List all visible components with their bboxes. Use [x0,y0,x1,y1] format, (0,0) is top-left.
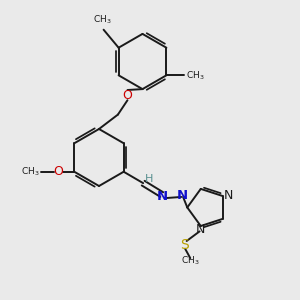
Text: N: N [223,190,232,202]
Text: N: N [196,223,205,236]
Text: CH$_3$: CH$_3$ [181,255,200,267]
Text: O: O [123,89,132,102]
Text: N: N [157,190,168,203]
Text: N: N [177,189,188,202]
Text: O: O [53,165,63,178]
Text: CH$_3$: CH$_3$ [93,14,111,26]
Text: S: S [180,238,189,252]
Text: CH$_3$: CH$_3$ [186,69,205,82]
Text: CH$_3$: CH$_3$ [21,166,40,178]
Text: H: H [144,174,153,184]
